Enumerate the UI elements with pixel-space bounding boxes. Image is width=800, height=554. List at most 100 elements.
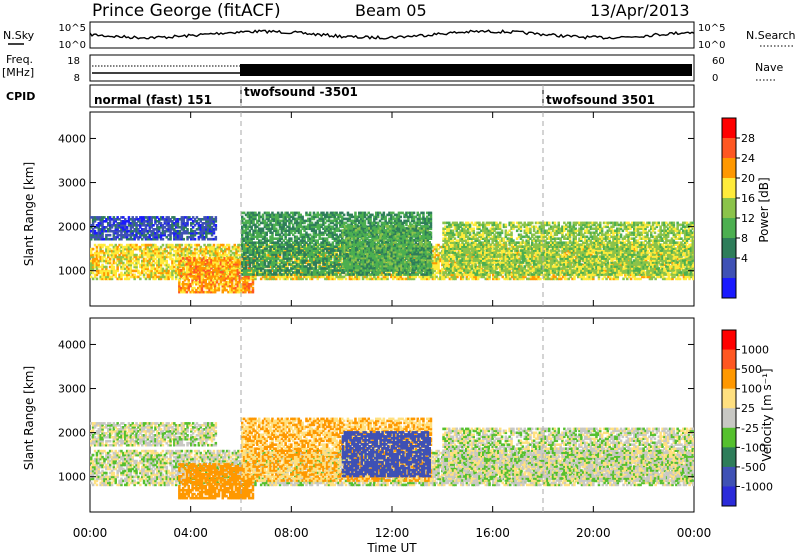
power-cell xyxy=(180,220,184,223)
freq-label: Freq. xyxy=(6,53,33,66)
power-cell xyxy=(129,263,133,267)
power-cell xyxy=(380,277,384,281)
freq-tick-top: 18 xyxy=(67,56,80,67)
power-cell xyxy=(282,275,285,279)
power-cell xyxy=(108,249,112,253)
power-cell xyxy=(185,282,189,286)
power-cell xyxy=(156,237,159,241)
power-cell xyxy=(156,253,159,257)
power-cell xyxy=(188,251,191,255)
power-cell xyxy=(395,275,399,279)
power-cell xyxy=(233,251,236,255)
power-cell xyxy=(531,275,535,279)
power-cell xyxy=(176,224,180,227)
power-cell xyxy=(197,267,200,270)
power-cell xyxy=(658,255,661,259)
power-cell xyxy=(146,249,150,253)
power-cell xyxy=(158,271,161,275)
power-cell xyxy=(590,253,593,257)
power-cell xyxy=(212,231,216,235)
power-cell xyxy=(586,261,589,265)
power-cell xyxy=(122,228,125,231)
power-cell xyxy=(190,251,193,255)
power-cell xyxy=(648,277,652,281)
power-cell xyxy=(110,265,114,269)
power-cell xyxy=(248,243,252,247)
power-cell xyxy=(193,220,197,223)
power-cell xyxy=(456,271,459,275)
power-cell xyxy=(441,267,444,271)
power-cell xyxy=(278,261,282,265)
nsky-tick-top: 10^5 xyxy=(59,23,86,34)
power-cell xyxy=(678,267,682,271)
power-cell xyxy=(110,249,114,253)
power-cell xyxy=(544,267,548,271)
power-cell xyxy=(299,257,302,261)
power-cell xyxy=(280,267,284,271)
power-cell xyxy=(198,259,202,262)
power-cell xyxy=(97,218,100,221)
power-cell xyxy=(137,247,140,251)
power-cell xyxy=(125,226,129,229)
power-cell xyxy=(120,228,123,231)
power-cell xyxy=(475,271,478,275)
power-cell xyxy=(154,277,157,281)
power-cell xyxy=(152,249,155,253)
power-cell xyxy=(205,255,208,259)
power-cell xyxy=(158,222,161,225)
power-cell xyxy=(127,218,131,221)
power-cell xyxy=(90,259,93,263)
power-cell xyxy=(127,253,131,257)
power-cell xyxy=(582,243,586,247)
power-cell xyxy=(129,226,133,229)
power-cell xyxy=(127,229,131,233)
power-cell xyxy=(573,251,576,255)
power-cell xyxy=(214,251,218,255)
power-cell xyxy=(108,265,112,269)
power-cell xyxy=(195,267,198,270)
power-cell xyxy=(686,247,689,251)
power-cell xyxy=(105,229,108,233)
cpid-segment-0: normal (fast) 151 xyxy=(94,93,212,107)
power-cell xyxy=(197,261,200,264)
power-cell xyxy=(208,251,212,255)
power-cell xyxy=(367,273,370,277)
power-cell xyxy=(314,245,318,249)
power-cell xyxy=(174,243,178,247)
power-cell xyxy=(409,275,412,279)
power-cell xyxy=(122,251,125,255)
power-cell xyxy=(180,216,184,219)
power-cell xyxy=(641,275,644,279)
power-cell xyxy=(573,277,576,281)
power-cell xyxy=(129,275,133,279)
power-cell xyxy=(195,278,198,282)
power-cell xyxy=(148,235,151,239)
power-cell xyxy=(191,270,194,274)
power-cell xyxy=(371,277,374,281)
power-cell xyxy=(161,229,165,233)
power-cell xyxy=(210,226,214,229)
power-cell xyxy=(639,277,642,281)
power-cell xyxy=(114,237,117,241)
power-cell xyxy=(212,243,216,247)
power-cell xyxy=(533,277,537,281)
power-cell xyxy=(137,245,140,249)
power-cell xyxy=(108,229,112,233)
power-cell xyxy=(129,231,133,235)
power-cell xyxy=(133,259,136,263)
power-cell xyxy=(193,280,196,284)
power-cell xyxy=(144,253,148,257)
power-cell xyxy=(167,216,170,219)
power-cell xyxy=(101,243,104,247)
power-cell xyxy=(361,277,365,281)
power-cell xyxy=(190,229,193,233)
power-cell xyxy=(150,247,153,251)
power-cell xyxy=(169,267,172,271)
power-cell xyxy=(152,231,155,235)
power-cell xyxy=(344,277,348,281)
power-cell xyxy=(237,247,240,251)
power-cell xyxy=(510,245,514,249)
power-cell xyxy=(191,237,195,241)
power-cell xyxy=(127,216,131,219)
power-cell xyxy=(578,275,582,279)
